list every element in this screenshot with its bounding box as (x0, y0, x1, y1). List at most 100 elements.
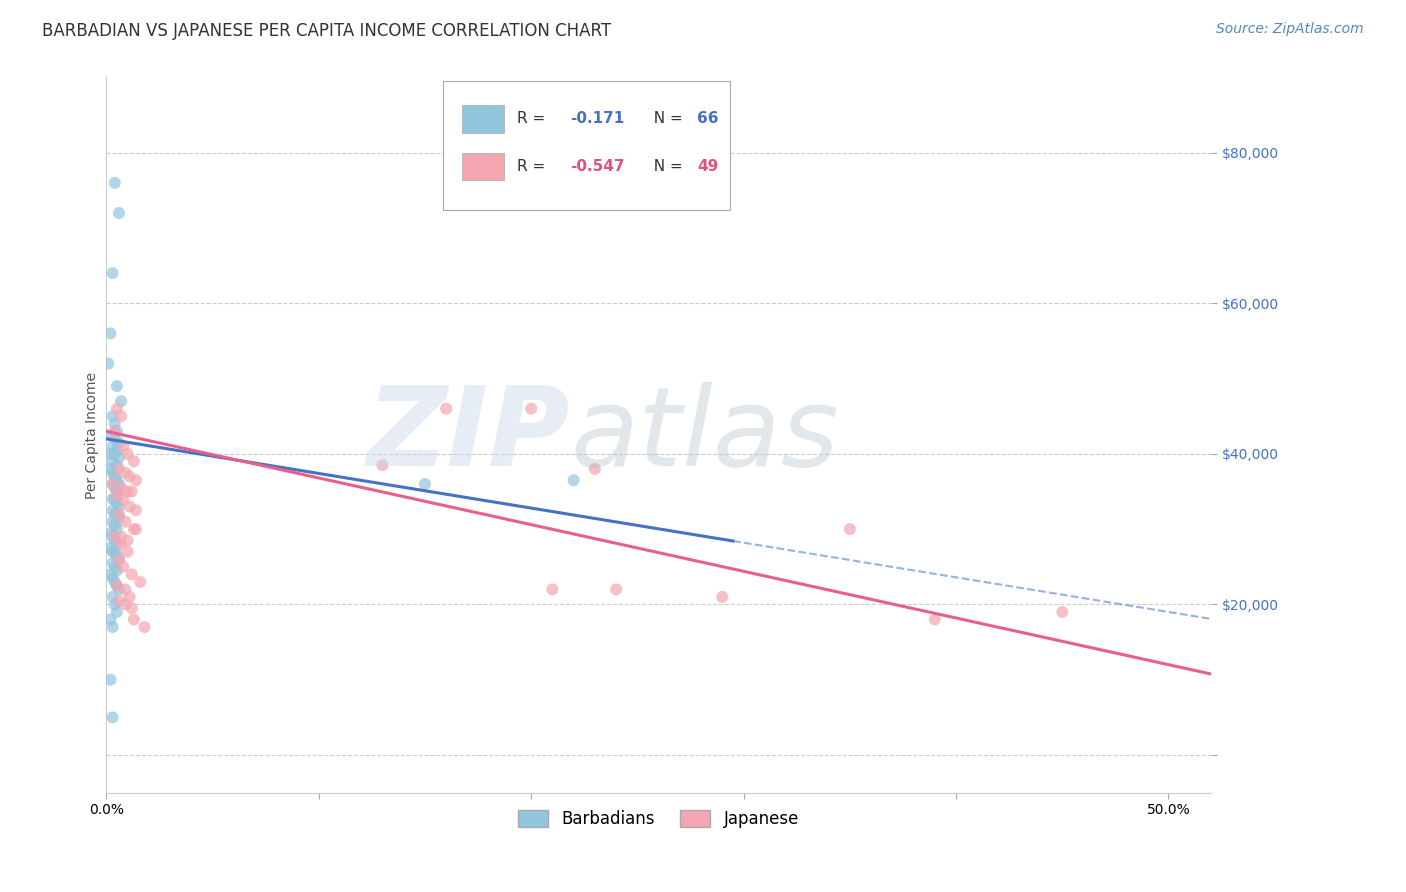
Point (108, 552, 131, 566)
Point (121, 484, 143, 499)
Point (105, 443, 128, 458)
Point (104, 432, 127, 446)
Legend: Barbadians, Japanese: Barbadians, Japanese (512, 803, 806, 834)
Point (104, 574, 127, 589)
Point (105, 522, 128, 536)
Point (104, 447, 127, 461)
Text: -0.547: -0.547 (571, 160, 624, 174)
Bar (463, 105, 503, 133)
Point (105, 488, 128, 502)
Text: 66: 66 (697, 112, 718, 127)
Point (105, 564, 128, 578)
Point (104, 533, 127, 548)
Point (101, 590, 124, 604)
Point (108, 462, 131, 476)
Point (105, 537, 128, 551)
Text: Source: ZipAtlas.com: Source: ZipAtlas.com (1216, 22, 1364, 37)
Point (97, 357, 120, 371)
Point (562, 473, 585, 487)
Point (108, 593, 131, 607)
Point (110, 409, 132, 424)
Point (134, 620, 156, 634)
Point (110, 394, 132, 409)
Point (101, 503, 124, 517)
Point (117, 484, 139, 499)
Text: 49: 49 (697, 160, 718, 174)
Point (104, 425, 127, 439)
Point (104, 481, 127, 495)
Point (105, 484, 128, 499)
Point (100, 447, 122, 461)
Point (711, 590, 734, 604)
Point (104, 598, 127, 612)
Point (105, 473, 128, 487)
Point (108, 435, 131, 450)
Point (105, 579, 128, 593)
Point (108, 500, 131, 514)
Text: N =: N = (644, 112, 688, 127)
Point (583, 462, 606, 476)
Point (108, 488, 131, 502)
Point (117, 533, 139, 548)
Point (125, 473, 148, 487)
Point (117, 545, 139, 559)
Point (117, 447, 139, 461)
Point (105, 425, 128, 439)
Point (1052, 605, 1074, 619)
Point (108, 552, 131, 566)
Point (110, 481, 132, 495)
Point (112, 559, 135, 574)
Point (924, 613, 946, 627)
Point (105, 401, 128, 416)
Point (122, 613, 145, 627)
Point (101, 477, 124, 491)
Point (100, 326, 122, 341)
Point (104, 518, 127, 533)
Point (104, 491, 127, 506)
Point (520, 401, 543, 416)
Point (105, 379, 128, 393)
Point (121, 601, 143, 615)
Point (104, 176, 127, 190)
Point (125, 503, 148, 517)
Point (100, 462, 122, 476)
Point (108, 477, 131, 491)
Text: ZIP: ZIP (367, 382, 571, 489)
Point (105, 496, 128, 510)
Text: BARBADIAN VS JAPANESE PER CAPITA INCOME CORRELATION CHART: BARBADIAN VS JAPANESE PER CAPITA INCOME … (42, 22, 612, 40)
Point (114, 582, 136, 597)
Point (100, 613, 122, 627)
Point (101, 477, 124, 491)
Text: R =: R = (517, 160, 550, 174)
Point (100, 567, 122, 582)
Point (114, 515, 136, 529)
Point (129, 574, 152, 589)
Y-axis label: Per Capita Income: Per Capita Income (86, 372, 100, 499)
Point (100, 525, 122, 540)
Point (112, 491, 135, 506)
Point (105, 458, 128, 472)
Point (605, 582, 627, 597)
Point (110, 537, 132, 551)
FancyBboxPatch shape (443, 81, 731, 210)
Point (101, 491, 124, 506)
Point (121, 567, 143, 582)
Point (434, 401, 457, 416)
Point (100, 541, 122, 555)
Point (101, 620, 124, 634)
Point (104, 530, 127, 544)
Text: -0.171: -0.171 (571, 112, 624, 127)
Point (108, 582, 131, 597)
Point (105, 549, 128, 563)
Point (101, 710, 124, 724)
Point (101, 454, 124, 468)
Point (101, 545, 124, 559)
Point (101, 515, 124, 529)
Point (108, 511, 131, 525)
Point (541, 582, 564, 597)
Point (110, 530, 132, 544)
Text: N =: N = (644, 160, 688, 174)
Point (100, 428, 122, 442)
Point (101, 556, 124, 570)
Point (100, 673, 122, 687)
